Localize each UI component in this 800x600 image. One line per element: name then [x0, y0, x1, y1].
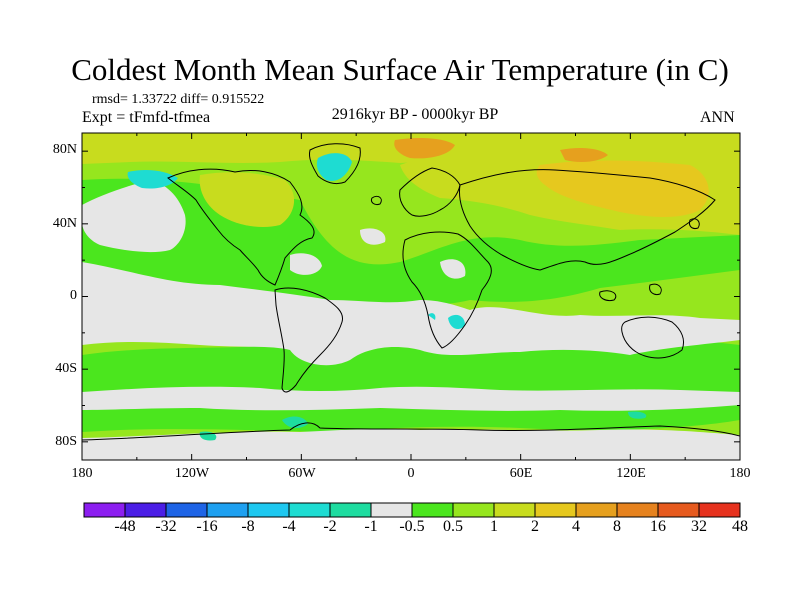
lon-label-60w: 60W [288, 466, 316, 481]
colorbar-label: -8 [241, 518, 255, 535]
field-neutral-south [82, 386, 740, 411]
coast-north-america [167, 168, 315, 286]
coast-islands [371, 195, 700, 301]
colorbar-label: -0.5 [399, 518, 425, 535]
colorbar-label: -2 [323, 518, 337, 535]
field-cyan-africa [428, 313, 465, 330]
colorbar-label: -1 [364, 518, 378, 535]
lon-label-180w: 180 [71, 466, 93, 481]
field-cyan-greenland [316, 153, 352, 181]
colorbar-label: -4 [282, 518, 296, 535]
colorbar-label: 48 [732, 518, 748, 535]
coast-antarctica [82, 422, 740, 441]
coast-europe [399, 167, 461, 217]
map-field [82, 133, 740, 460]
colorbar-label: -48 [114, 518, 136, 535]
lat-label-40n: 40N [52, 216, 77, 231]
lon-label-120e: 120E [616, 466, 646, 481]
colorbar-label: 16 [650, 518, 666, 535]
coast-south-america [274, 287, 344, 393]
axis-ticks [81, 133, 741, 460]
lat-label-40s: 40S [55, 361, 77, 376]
lat-label-80n: 80N [52, 142, 77, 157]
season-label: ANN [700, 109, 735, 126]
lon-label-180e: 180 [729, 466, 751, 481]
field-neutral-antarctic [82, 429, 740, 460]
colorbar-label: 1 [490, 518, 498, 535]
stats-text: rmsd= 1.33722 diff= 0.915522 [92, 92, 265, 107]
coast-asia [459, 169, 716, 271]
coastlines [82, 143, 740, 441]
colorbar-label: 2 [531, 518, 539, 535]
lat-label-80s: 80S [55, 434, 77, 449]
field-neutral-npacific [82, 180, 186, 253]
field-teal-antarctic [199, 411, 647, 441]
coast-africa [402, 231, 492, 349]
lon-label-60e: 60E [509, 466, 533, 481]
period-label: 2916kyr BP - 0000kyr BP [331, 106, 499, 123]
field-cyan-alaska [127, 170, 178, 189]
field-yellow-america [199, 172, 295, 227]
lon-label-120w: 120W [174, 466, 210, 481]
lat-label-0: 0 [70, 288, 77, 303]
field-neutral-tropics [82, 262, 740, 366]
experiment-label: Expt = tFmfd-tfmea [82, 109, 211, 126]
field-orange-siberia [536, 160, 709, 217]
coast-australia [621, 316, 685, 359]
chart-title: Coldest Month Mean Surface Air Temperatu… [71, 52, 729, 87]
colorbar-label: -32 [155, 518, 177, 535]
colorbar-label: 4 [572, 518, 580, 535]
field-deep-orange-arctic [394, 137, 608, 163]
colorbar-label: 32 [691, 518, 707, 535]
colorbar-label: 0.5 [443, 518, 463, 535]
coast-greenland [309, 143, 361, 185]
field-neutral-patches [290, 228, 466, 279]
colorbar-label: -16 [196, 518, 218, 535]
colorbar-label: 8 [613, 518, 621, 535]
lon-label-0: 0 [407, 466, 415, 481]
